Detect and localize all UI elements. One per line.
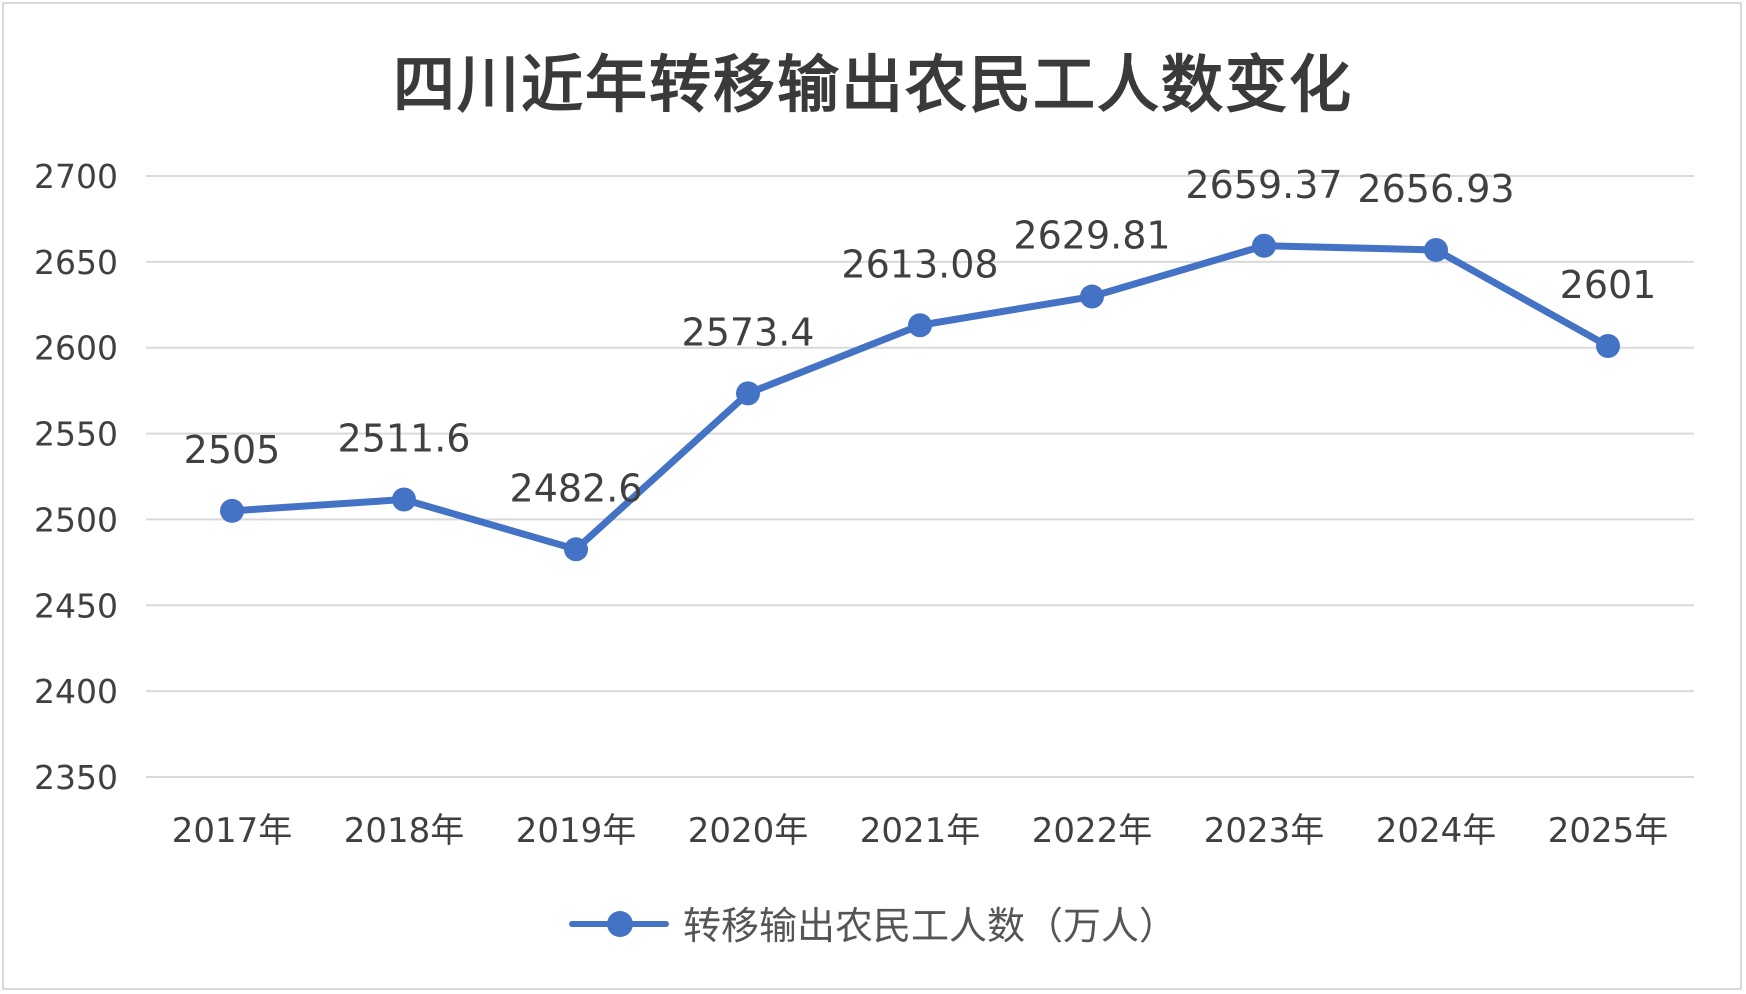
chart-title: 四川近年转移输出农民工人数变化 (392, 48, 1353, 121)
y-tick-label: 2700 (34, 157, 118, 196)
x-tick-label: 2023年 (1204, 811, 1325, 851)
x-tick-label: 2025年 (1548, 811, 1669, 851)
data-point (1252, 233, 1276, 258)
x-tick-label: 2019年 (516, 811, 637, 851)
y-tick-label: 2550 (34, 415, 118, 454)
legend: 转移输出农民工人数（万人） (0, 895, 1746, 950)
data-point (736, 381, 760, 406)
data-point (564, 537, 588, 562)
series-line (228, 242, 1612, 553)
y-tick-label: 2650 (34, 243, 118, 282)
x-tick-label: 2022年 (1032, 811, 1153, 851)
data-label: 2613.08 (841, 242, 998, 286)
x-tick-label: 2018年 (344, 811, 465, 851)
data-label: 2511.6 (338, 417, 471, 461)
series-points (220, 233, 1620, 562)
data-point (1596, 333, 1620, 358)
data-label: 2601 (1560, 263, 1657, 307)
data-point (1080, 284, 1104, 309)
x-axis-ticks: 2017年 2018年 2019年 2020年 2021年 2022年 2023年 2024年… (172, 811, 1669, 851)
x-tick-label: 2017年 (172, 811, 293, 851)
data-label: 2482.6 (510, 466, 643, 510)
data-point (392, 487, 416, 512)
data-label: 2656.93 (1357, 167, 1514, 211)
legend-label: 转移输出农民工人数（万人） (682, 904, 1177, 948)
data-point (908, 313, 932, 338)
legend-swatch (568, 910, 669, 937)
y-tick-label: 2600 (34, 329, 118, 368)
data-label: 2629.81 (1013, 214, 1170, 258)
y-tick-label: 2450 (34, 586, 118, 625)
y-tick-label: 2400 (34, 672, 118, 711)
y-tick-label: 2350 (34, 758, 118, 797)
data-labels: 2505 2511.6 2482.6 2573.4 2613.08 2629.81 2659… (184, 163, 1657, 511)
data-point (220, 498, 244, 523)
x-tick-label: 2020年 (688, 811, 809, 851)
data-point (1424, 237, 1448, 262)
gridlines (146, 175, 1694, 778)
data-label: 2505 (184, 428, 281, 472)
data-label: 2573.4 (682, 310, 815, 354)
legend-dot-marker (606, 910, 633, 937)
series-polyline (228, 242, 1612, 553)
data-label: 2659.37 (1185, 163, 1342, 207)
x-tick-label: 2024年 (1376, 811, 1497, 851)
x-tick-label: 2021年 (860, 811, 981, 851)
y-tick-label: 2500 (34, 500, 118, 539)
y-axis-ticks: 2350 2400 2450 2500 2550 2600 2650 2700 (34, 157, 118, 797)
